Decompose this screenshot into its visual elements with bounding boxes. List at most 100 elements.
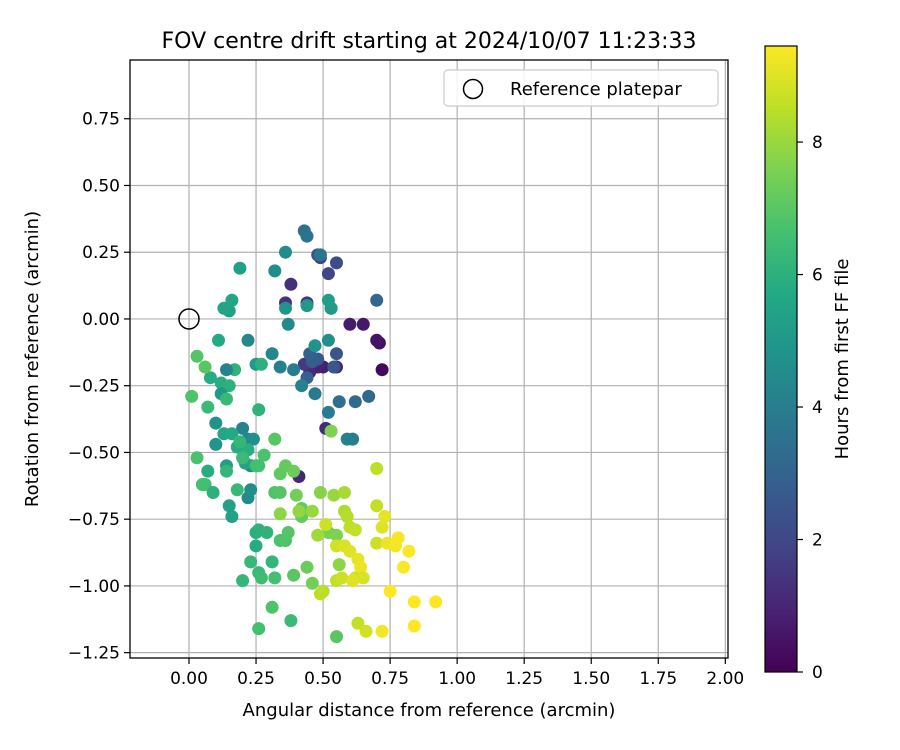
data-point bbox=[225, 427, 239, 441]
plot-frame bbox=[129, 59, 729, 659]
grid bbox=[130, 60, 728, 658]
data-point bbox=[236, 421, 250, 435]
y-tick-label: −0.25 bbox=[68, 377, 120, 397]
data-point bbox=[260, 526, 274, 539]
x-tick-label: 1.50 bbox=[572, 669, 610, 689]
data-point bbox=[265, 555, 279, 569]
data-point bbox=[321, 267, 335, 281]
data-point bbox=[335, 571, 349, 585]
y-tick-label: 0.25 bbox=[82, 243, 120, 263]
data-point bbox=[370, 536, 384, 550]
y-tick-label: −0.75 bbox=[68, 510, 120, 530]
data-point bbox=[362, 389, 376, 403]
data-point bbox=[407, 619, 421, 633]
data-points bbox=[185, 224, 443, 644]
x-tick-label: 0.75 bbox=[371, 669, 409, 689]
data-point bbox=[273, 486, 287, 499]
data-point bbox=[370, 333, 384, 347]
data-point bbox=[370, 462, 384, 475]
data-point bbox=[375, 520, 389, 534]
colorbar-tick-label: 0 bbox=[812, 663, 823, 683]
x-tick-label: 1.25 bbox=[505, 669, 543, 689]
legend-open-circle-marker bbox=[462, 78, 484, 100]
data-point bbox=[338, 486, 351, 499]
data-point bbox=[225, 510, 239, 523]
data-point bbox=[289, 488, 303, 502]
data-point bbox=[254, 571, 268, 585]
data-point bbox=[351, 616, 365, 630]
data-point bbox=[284, 614, 298, 628]
data-point bbox=[222, 379, 236, 393]
data-point bbox=[279, 245, 292, 259]
data-point bbox=[244, 483, 258, 497]
data-point bbox=[311, 528, 325, 542]
data-point bbox=[407, 595, 421, 609]
chart-title: FOV centre drift starting at 2024/10/07 … bbox=[162, 29, 697, 54]
data-point bbox=[319, 518, 333, 531]
data-point bbox=[383, 584, 397, 598]
data-point bbox=[343, 544, 357, 558]
data-point bbox=[332, 558, 346, 572]
x-tick-label: 0.25 bbox=[237, 669, 275, 689]
data-point bbox=[273, 360, 287, 374]
x-tick-label: 1.75 bbox=[639, 669, 677, 689]
data-point bbox=[313, 248, 327, 262]
data-point bbox=[217, 301, 231, 315]
data-point bbox=[220, 464, 233, 478]
data-point bbox=[220, 392, 233, 406]
data-point bbox=[295, 379, 309, 393]
x-tick-label: 1.00 bbox=[438, 669, 476, 689]
data-point bbox=[305, 504, 319, 518]
data-point bbox=[201, 464, 215, 478]
data-point bbox=[327, 360, 341, 374]
data-point bbox=[313, 587, 327, 601]
x-axis-label: Angular distance from reference (arcmin) bbox=[243, 700, 616, 721]
y-tick-label: −0.50 bbox=[68, 443, 120, 463]
data-point bbox=[375, 624, 389, 638]
data-point bbox=[244, 555, 258, 569]
data-point bbox=[209, 437, 223, 451]
data-point bbox=[201, 400, 215, 414]
data-point bbox=[252, 459, 266, 473]
data-point bbox=[330, 630, 343, 644]
data-point bbox=[330, 528, 343, 542]
data-point bbox=[257, 448, 271, 462]
data-point bbox=[370, 499, 384, 513]
y-tick-label: 0.75 bbox=[82, 110, 120, 130]
data-point bbox=[273, 507, 287, 521]
data-point bbox=[252, 622, 266, 636]
data-point bbox=[225, 293, 239, 307]
data-point bbox=[281, 526, 295, 539]
data-point bbox=[281, 317, 295, 331]
data-point bbox=[212, 333, 225, 347]
data-point bbox=[348, 523, 362, 537]
y-tick-label: 0.50 bbox=[82, 176, 120, 196]
data-point bbox=[378, 510, 392, 523]
colorbar-tick-label: 6 bbox=[812, 266, 823, 286]
data-point bbox=[308, 387, 322, 401]
data-point bbox=[241, 333, 255, 347]
colorbar-tick-label: 2 bbox=[812, 531, 823, 551]
x-tick-label: 0.50 bbox=[304, 669, 342, 689]
data-point bbox=[330, 256, 343, 270]
data-point bbox=[287, 464, 301, 478]
data-point bbox=[397, 560, 410, 574]
data-point bbox=[220, 363, 233, 377]
data-point bbox=[252, 403, 266, 417]
data-point bbox=[230, 483, 244, 497]
data-point bbox=[206, 486, 220, 499]
data-point bbox=[233, 261, 247, 275]
data-point bbox=[346, 574, 360, 588]
data-point bbox=[268, 264, 282, 278]
data-point bbox=[343, 317, 357, 331]
data-point bbox=[313, 486, 327, 499]
colorbar-label: Hours from first FF file bbox=[832, 259, 853, 460]
data-point bbox=[233, 435, 247, 449]
data-point bbox=[190, 451, 204, 465]
data-point bbox=[195, 478, 209, 491]
data-point bbox=[340, 510, 354, 523]
data-point bbox=[402, 544, 416, 558]
data-point bbox=[268, 571, 282, 585]
data-point bbox=[429, 595, 443, 609]
